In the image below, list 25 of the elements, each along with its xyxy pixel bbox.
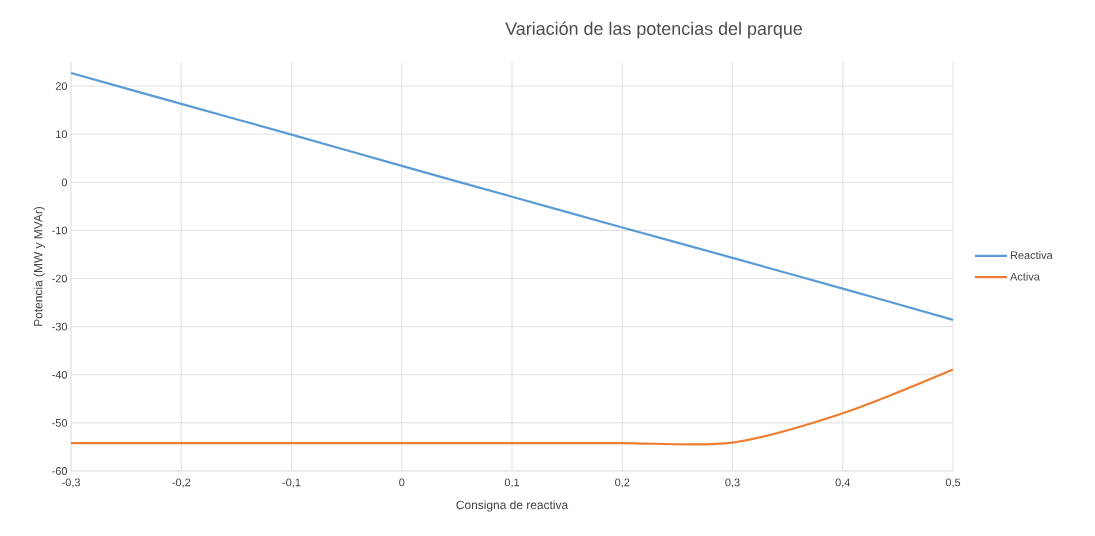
- y-tick-label: -10: [52, 226, 68, 235]
- y-tick-label: -40: [52, 370, 68, 379]
- x-tick-label: 0: [399, 478, 405, 487]
- x-tick-label: 0,4: [835, 478, 851, 488]
- y-tick-label: 10: [56, 130, 68, 139]
- y-tick-label: -60: [52, 467, 68, 475]
- line-series: [69, 71, 955, 321]
- x-tick-label: 0,5: [945, 478, 961, 488]
- legend-label: Activa: [1010, 272, 1040, 281]
- chart-title: Variación de las potencias del parque: [505, 21, 802, 39]
- x-axis-title: Consigna de reactiva: [456, 500, 569, 512]
- y-tick-label: -30: [52, 322, 68, 331]
- y-tick-label: -50: [52, 419, 68, 427]
- legend-label: Reactiva: [1010, 251, 1053, 260]
- y-tick-label: 20: [55, 82, 68, 90]
- y-tick-label: 0: [61, 178, 68, 187]
- x-tick-label: 0,3: [725, 478, 740, 488]
- x-tick-label: -0,3: [62, 478, 80, 488]
- x-tick-label: 0,2: [615, 478, 630, 488]
- y-tick-label: -20: [52, 274, 68, 283]
- y-axis-title: Potencia (MW y MVAr): [33, 206, 45, 326]
- x-tick-label: -0,1: [282, 478, 301, 488]
- line-series: [69, 368, 955, 446]
- x-tick-label: 0,1: [504, 478, 520, 488]
- x-tick-label: -0,2: [172, 478, 191, 488]
